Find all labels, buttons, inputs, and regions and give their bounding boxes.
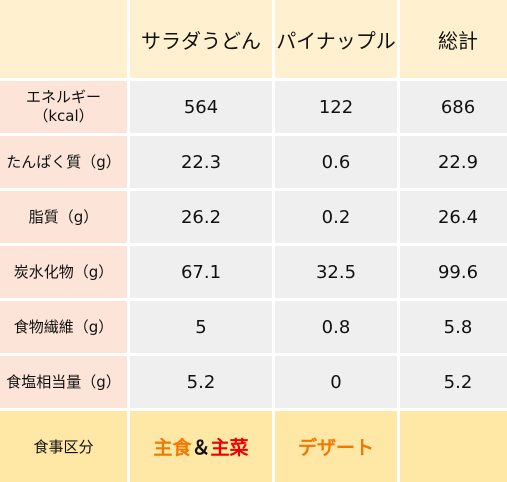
- value-fiber-salad-udon: 5: [130, 301, 272, 353]
- category-ampersand: ＆: [191, 437, 211, 459]
- value-energy-total: 686: [400, 81, 507, 133]
- value-energy-pineapple: 122: [275, 81, 397, 133]
- value-protein-salad-udon: 22.3: [130, 136, 272, 188]
- value-salt-salad-udon: 5.2: [130, 356, 272, 408]
- row-label-meal-category: 食事区分: [0, 411, 127, 482]
- value-fat-salad-udon: 26.2: [130, 191, 272, 243]
- value-salt-pineapple: 0: [275, 356, 397, 408]
- header-total: 総計: [400, 0, 507, 78]
- row-label-energy: エネルギー （kcal）: [0, 81, 127, 133]
- category-staple-text: 主食: [153, 437, 192, 459]
- value-carbohydrate-salad-udon: 67.1: [130, 246, 272, 298]
- value-protein-total: 22.9: [400, 136, 507, 188]
- value-salt-total: 5.2: [400, 356, 507, 408]
- value-carbohydrate-total: 99.6: [400, 246, 507, 298]
- row-label-salt: 食塩相当量（g）: [0, 356, 127, 408]
- row-label-carbohydrate: 炭水化物（g）: [0, 246, 127, 298]
- meal-category-total: [400, 411, 507, 482]
- row-label-fiber: 食物繊維（g）: [0, 301, 127, 353]
- corner-cell: [0, 0, 127, 78]
- row-label-protein: たんぱく質（g）: [0, 136, 127, 188]
- value-fiber-pineapple: 0.8: [275, 301, 397, 353]
- value-energy-salad-udon: 564: [130, 81, 272, 133]
- header-salad-udon: サラダうどん: [130, 0, 272, 78]
- value-carbohydrate-pineapple: 32.5: [275, 246, 397, 298]
- value-fiber-total: 5.8: [400, 301, 507, 353]
- meal-category-salad-udon: 主食＆主菜: [130, 411, 272, 482]
- value-protein-pineapple: 0.6: [275, 136, 397, 188]
- category-main-dish-text: 主菜: [210, 437, 249, 459]
- value-fat-pineapple: 0.2: [275, 191, 397, 243]
- value-fat-total: 26.4: [400, 191, 507, 243]
- row-label-fat: 脂質（g）: [0, 191, 127, 243]
- header-pineapple: パイナップル: [275, 0, 397, 78]
- meal-category-pineapple: デザート: [275, 411, 397, 482]
